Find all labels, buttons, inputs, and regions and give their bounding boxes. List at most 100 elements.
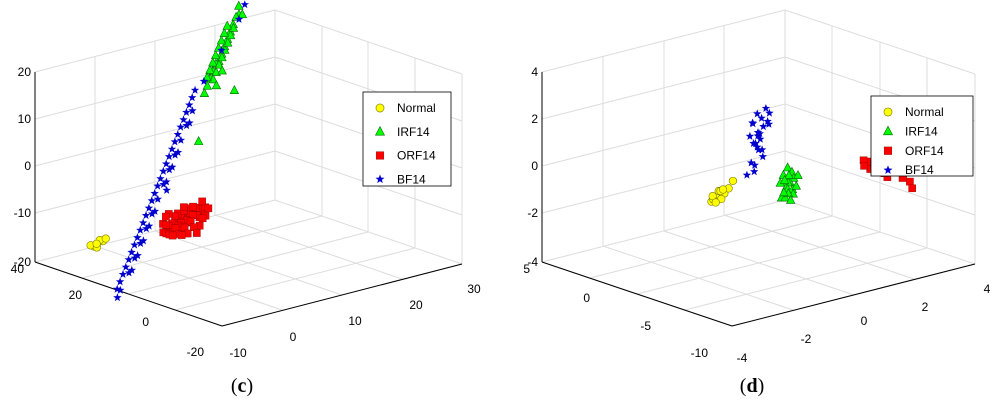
panel-c-point-bf14 [124, 268, 134, 277]
panel-d-legend: Normal IRF14 ORF14 BF14 [870, 95, 974, 177]
panel-c-point-bf14 [113, 293, 122, 302]
panel-c-point-irf14 [208, 57, 218, 67]
panel-c-point-bf14 [188, 106, 197, 115]
panel-d-point-irf14 [779, 187, 789, 197]
panel-c-legend: Normal IRF14 ORF14 BF14 [362, 91, 452, 187]
panel-c-point-irf14 [202, 72, 212, 82]
panel-c-point-bf14 [124, 255, 133, 264]
panel-c-point-irf14 [222, 20, 232, 30]
panel-c-point-bf14 [182, 107, 191, 116]
panel-d-point-bf14 [750, 167, 759, 176]
panel-c-point-irf14 [237, 9, 248, 19]
panel-c-point-normal [92, 239, 101, 248]
panel-c-point-bf14 [136, 225, 145, 234]
panel-c-legend-marker-bf14 [375, 174, 385, 184]
panel-c-point-irf14 [234, 0, 244, 10]
panel-d-point-bf14 [757, 145, 767, 154]
panel-d-caption: (d) [740, 375, 764, 397]
panel-d-point-irf14 [784, 169, 794, 179]
panel-c-point-bf14 [113, 284, 122, 293]
panel-c-x-tick: 40 [11, 262, 25, 276]
panel-c-point-bf14 [133, 233, 142, 242]
panel-c-legend-label-irf14: IRF14 [397, 125, 430, 139]
panel-c-x-tick: 20 [69, 288, 83, 302]
panel-d-legend-label-irf14: IRF14 [905, 124, 938, 138]
panel-d-point-bf14 [749, 139, 758, 147]
panel-c-label: c [238, 375, 247, 397]
panel-d-point-bf14 [742, 170, 752, 179]
panel-d-axes [541, 72, 976, 327]
panel-c-point-bf14 [190, 85, 200, 94]
panel-d-legend-label-normal: Normal [905, 105, 944, 119]
panel-c-point-normal [101, 234, 110, 243]
panel-c-point-irf14 [217, 65, 227, 75]
panel-d-legend-label-orf14: ORF14 [905, 144, 944, 158]
panel-c-point-bf14 [199, 76, 209, 85]
panel-c-point-orf14 [180, 203, 188, 211]
panel-c-legend-label-orf14: ORF14 [397, 149, 436, 163]
panel-c-legend-marker-orf14 [375, 151, 385, 160]
panel-d-point-bf14 [764, 119, 774, 128]
panel-c-point-irf14 [211, 50, 221, 60]
panel-c-point-irf14 [193, 136, 204, 145]
panel-c-legend-marker-irf14 [375, 125, 385, 136]
panel-d-x-tick: 5 [523, 262, 530, 276]
panel-c-point-bf14 [176, 122, 185, 131]
panel-c-point-bf14 [156, 174, 165, 183]
panel-c-points [86, 0, 249, 302]
panel-c-z-tick: 20 [18, 65, 32, 79]
panel-d-legend-marker-normal [883, 107, 893, 117]
panel-c-point-bf14 [141, 211, 151, 220]
panel-d-point-irf14 [791, 180, 801, 190]
panel-c-caption: (c) [231, 375, 253, 397]
panel-c-z-tick: -10 [14, 206, 32, 220]
panel-d-point-bf14 [745, 131, 755, 140]
panel-c-point-orf14 [177, 231, 186, 239]
panel-d-point-bf14 [761, 104, 771, 112]
panel-c-legend-marker-normal [375, 103, 385, 113]
panel-c-z-tick: 10 [18, 112, 32, 126]
panel-c-z-tick: 0 [24, 159, 31, 173]
panel-c-point-bf14 [162, 159, 171, 168]
panel-c-point-bf14 [173, 148, 183, 156]
panel-d-legend-marker-orf14 [883, 146, 893, 155]
panel-c-point-bf14 [188, 93, 197, 102]
panel-c-point-orf14 [189, 211, 198, 219]
panel-c-point-bf14 [130, 240, 139, 249]
panel-d-point-orf14 [860, 162, 868, 170]
panel-d-z-tick: 4 [531, 65, 538, 79]
panel-d-label: d [746, 375, 757, 397]
panel-d-point-bf14 [753, 131, 762, 140]
panel-c-point-bf14 [139, 236, 148, 245]
panel-c-point-bf14 [176, 135, 186, 144]
panel-c-point-bf14 [116, 285, 125, 294]
panel-c-point-bf14 [167, 144, 177, 153]
panel-c-y-tick: -10 [229, 346, 247, 360]
panel-c-point-orf14 [198, 214, 207, 223]
panel-c-point-bf14 [144, 203, 154, 212]
panel-d-point-bf14 [750, 160, 759, 169]
panel-c-point-bf14 [168, 162, 177, 171]
panel-c-axes [34, 72, 463, 327]
panel-c-point-irf14 [199, 88, 210, 97]
panel-c-point-bf14 [170, 150, 180, 159]
panel-c-point-bf14 [162, 185, 171, 194]
panel-c-point-orf14 [162, 212, 170, 221]
panel-c-point-bf14 [185, 118, 194, 127]
panel-c-point-bf14 [159, 166, 168, 175]
panel-d-point-bf14 [747, 158, 756, 167]
panel-c-point-bf14 [240, 0, 249, 9]
panel-d-z-tick: -2 [527, 206, 538, 220]
panel-c-y-tick: 20 [409, 298, 423, 312]
panel-c-point-orf14 [198, 197, 206, 206]
panel-c-point-bf14 [136, 239, 145, 247]
panel-c-point-bf14 [150, 206, 160, 215]
panel-d-point-bf14 [748, 118, 757, 127]
panel-c-point-bf14 [234, 14, 244, 23]
panel-c-point-bf14 [115, 277, 125, 286]
panel-c-point-bf14 [182, 121, 191, 130]
